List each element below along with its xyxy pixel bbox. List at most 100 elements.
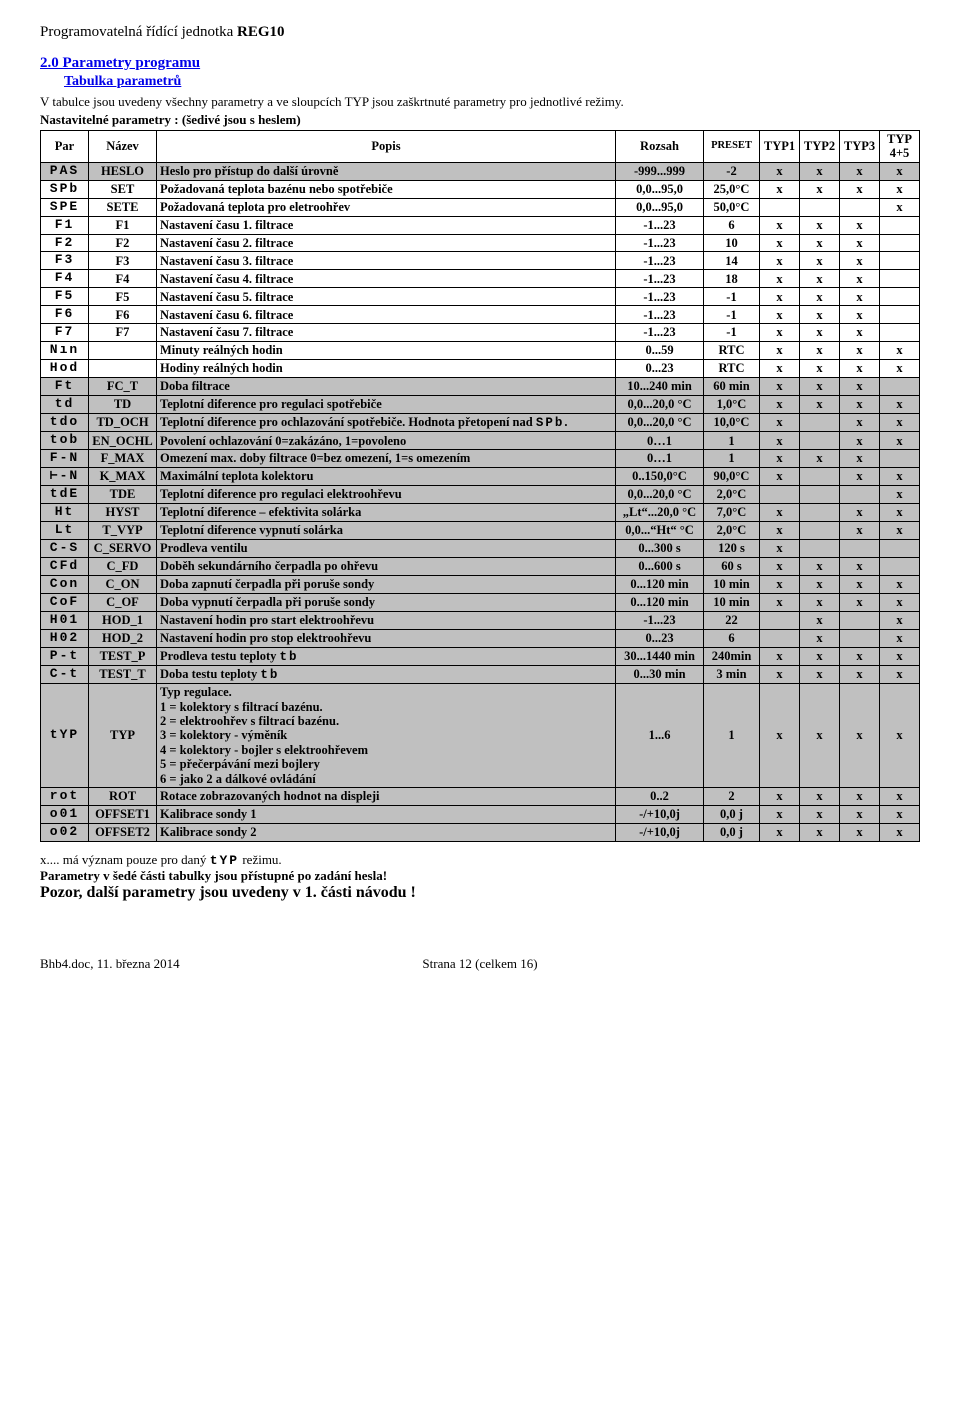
table-cell: Teplotní diference pro regulaci spotřebi… [157,395,616,413]
table-cell: PAS [41,162,89,180]
table-cell: 22 [704,611,760,629]
table-row: tobEN_OCHLPovolení ochlazování 0=zakázán… [41,432,920,450]
table-cell: x [800,557,840,575]
table-row: tdETDETeplotní diference pro regulaci el… [41,486,920,504]
table-cell: SET [89,180,157,198]
table-cell: x [880,787,920,805]
table-cell: Kalibrace sondy 1 [157,805,616,823]
table-cell: x [880,360,920,378]
table-cell: F5 [41,288,89,306]
table-cell: TD_OCH [89,413,157,431]
table-cell: x [880,486,920,504]
table-cell: x [760,521,800,539]
table-cell: 0,0 j [704,805,760,823]
table-cell: F7 [89,324,157,342]
table-cell: tdE [41,486,89,504]
table-cell: ⊢-N [41,468,89,486]
table-cell: Maximální teplota kolektoru [157,468,616,486]
table-cell: HOD_2 [89,629,157,647]
table-cell: Nastavení času 4. filtrace [157,270,616,288]
table-cell [880,288,920,306]
table-cell: x [800,823,840,841]
table-cell: x [760,162,800,180]
table-cell: x [840,647,880,665]
table-cell: x [880,468,920,486]
table-cell [840,629,880,647]
table-cell: x [840,180,880,198]
table-cell: x [760,805,800,823]
table-cell [840,198,880,216]
table-cell: Nastavení hodin pro start elektroohřevu [157,611,616,629]
table-cell: x [760,288,800,306]
table-cell: F6 [89,306,157,324]
table-cell: RTC [704,342,760,360]
table-cell: x [800,611,840,629]
table-cell: x [880,805,920,823]
table-cell: x [760,684,800,788]
table-cell: „Lt“...20,0 °C [616,504,704,522]
table-cell: x [840,450,880,468]
table-cell: x [760,342,800,360]
footnote: x.... má význam pouze pro daný tYP režim… [40,852,920,902]
table-cell: Nastavení hodin pro stop elektroohřevu [157,629,616,647]
table-cell: x [800,162,840,180]
col-rozsah: Rozsah [616,131,704,163]
table-row: F1F1Nastavení času 1. filtrace-1...236xx… [41,216,920,234]
table-cell: x [800,450,840,468]
table-cell: 0...600 s [616,557,704,575]
table-cell: -1...23 [616,324,704,342]
table-cell: Ht [41,504,89,522]
page-title: Programovatelná řídící jednotka REG10 [40,24,920,41]
col-nazev: Název [89,131,157,163]
page-title-bold: REG10 [237,24,285,40]
table-cell: Nastavení času 5. filtrace [157,288,616,306]
table-row: CFdC_FDDoběh sekundárního čerpadla po oh… [41,557,920,575]
table-cell: EN_OCHL [89,432,157,450]
table-cell: x [760,360,800,378]
table-cell: C_FD [89,557,157,575]
table-cell: Nastavení času 3. filtrace [157,252,616,270]
table-row: P-tTEST_PProdleva testu teploty tb30...1… [41,647,920,665]
table-cell: Teplotní diference vypnutí solárka [157,521,616,539]
table-cell: x [760,787,800,805]
table-cell: x [880,432,920,450]
table-cell: x [800,629,840,647]
table-cell: x [840,557,880,575]
table-cell: o02 [41,823,89,841]
table-cell: ROT [89,787,157,805]
table-cell: x [840,395,880,413]
table-row: F4F4Nastavení času 4. filtrace-1...2318x… [41,270,920,288]
table-cell: H01 [41,611,89,629]
table-cell: 10 [704,234,760,252]
table-cell [880,557,920,575]
table-cell [880,234,920,252]
table-cell: TYP [89,684,157,788]
table-cell: TEST_P [89,647,157,665]
table-cell: 0,0...95,0 [616,180,704,198]
table-cell: 0,0...“Ht“ °C [616,521,704,539]
table-cell: x [760,216,800,234]
table-cell: C-t [41,665,89,683]
table-cell: x [760,378,800,396]
table-cell: Požadovaná teplota bazénu nebo spotřebič… [157,180,616,198]
table-cell [880,252,920,270]
table-cell: 0..150,0°C [616,468,704,486]
table-cell: 0,0 j [704,823,760,841]
table-cell: -1...23 [616,216,704,234]
table-cell: 0...23 [616,629,704,647]
table-cell: HESLO [89,162,157,180]
table-cell: Nastavení času 6. filtrace [157,306,616,324]
table-cell: x [840,805,880,823]
table-row: tYPTYPTyp regulace.1 = kolektory s filtr… [41,684,920,788]
table-cell: x [880,575,920,593]
table-cell: HOD_1 [89,611,157,629]
table-cell: x [760,432,800,450]
table-cell: Teplotní diference pro ochlazování spotř… [157,413,616,431]
table-cell: x [880,665,920,683]
table-cell: x [840,504,880,522]
table-cell: F_MAX [89,450,157,468]
table-cell: x [840,823,880,841]
table-cell [760,486,800,504]
table-cell: rot [41,787,89,805]
table-row: H02HOD_2Nastavení hodin pro stop elektro… [41,629,920,647]
